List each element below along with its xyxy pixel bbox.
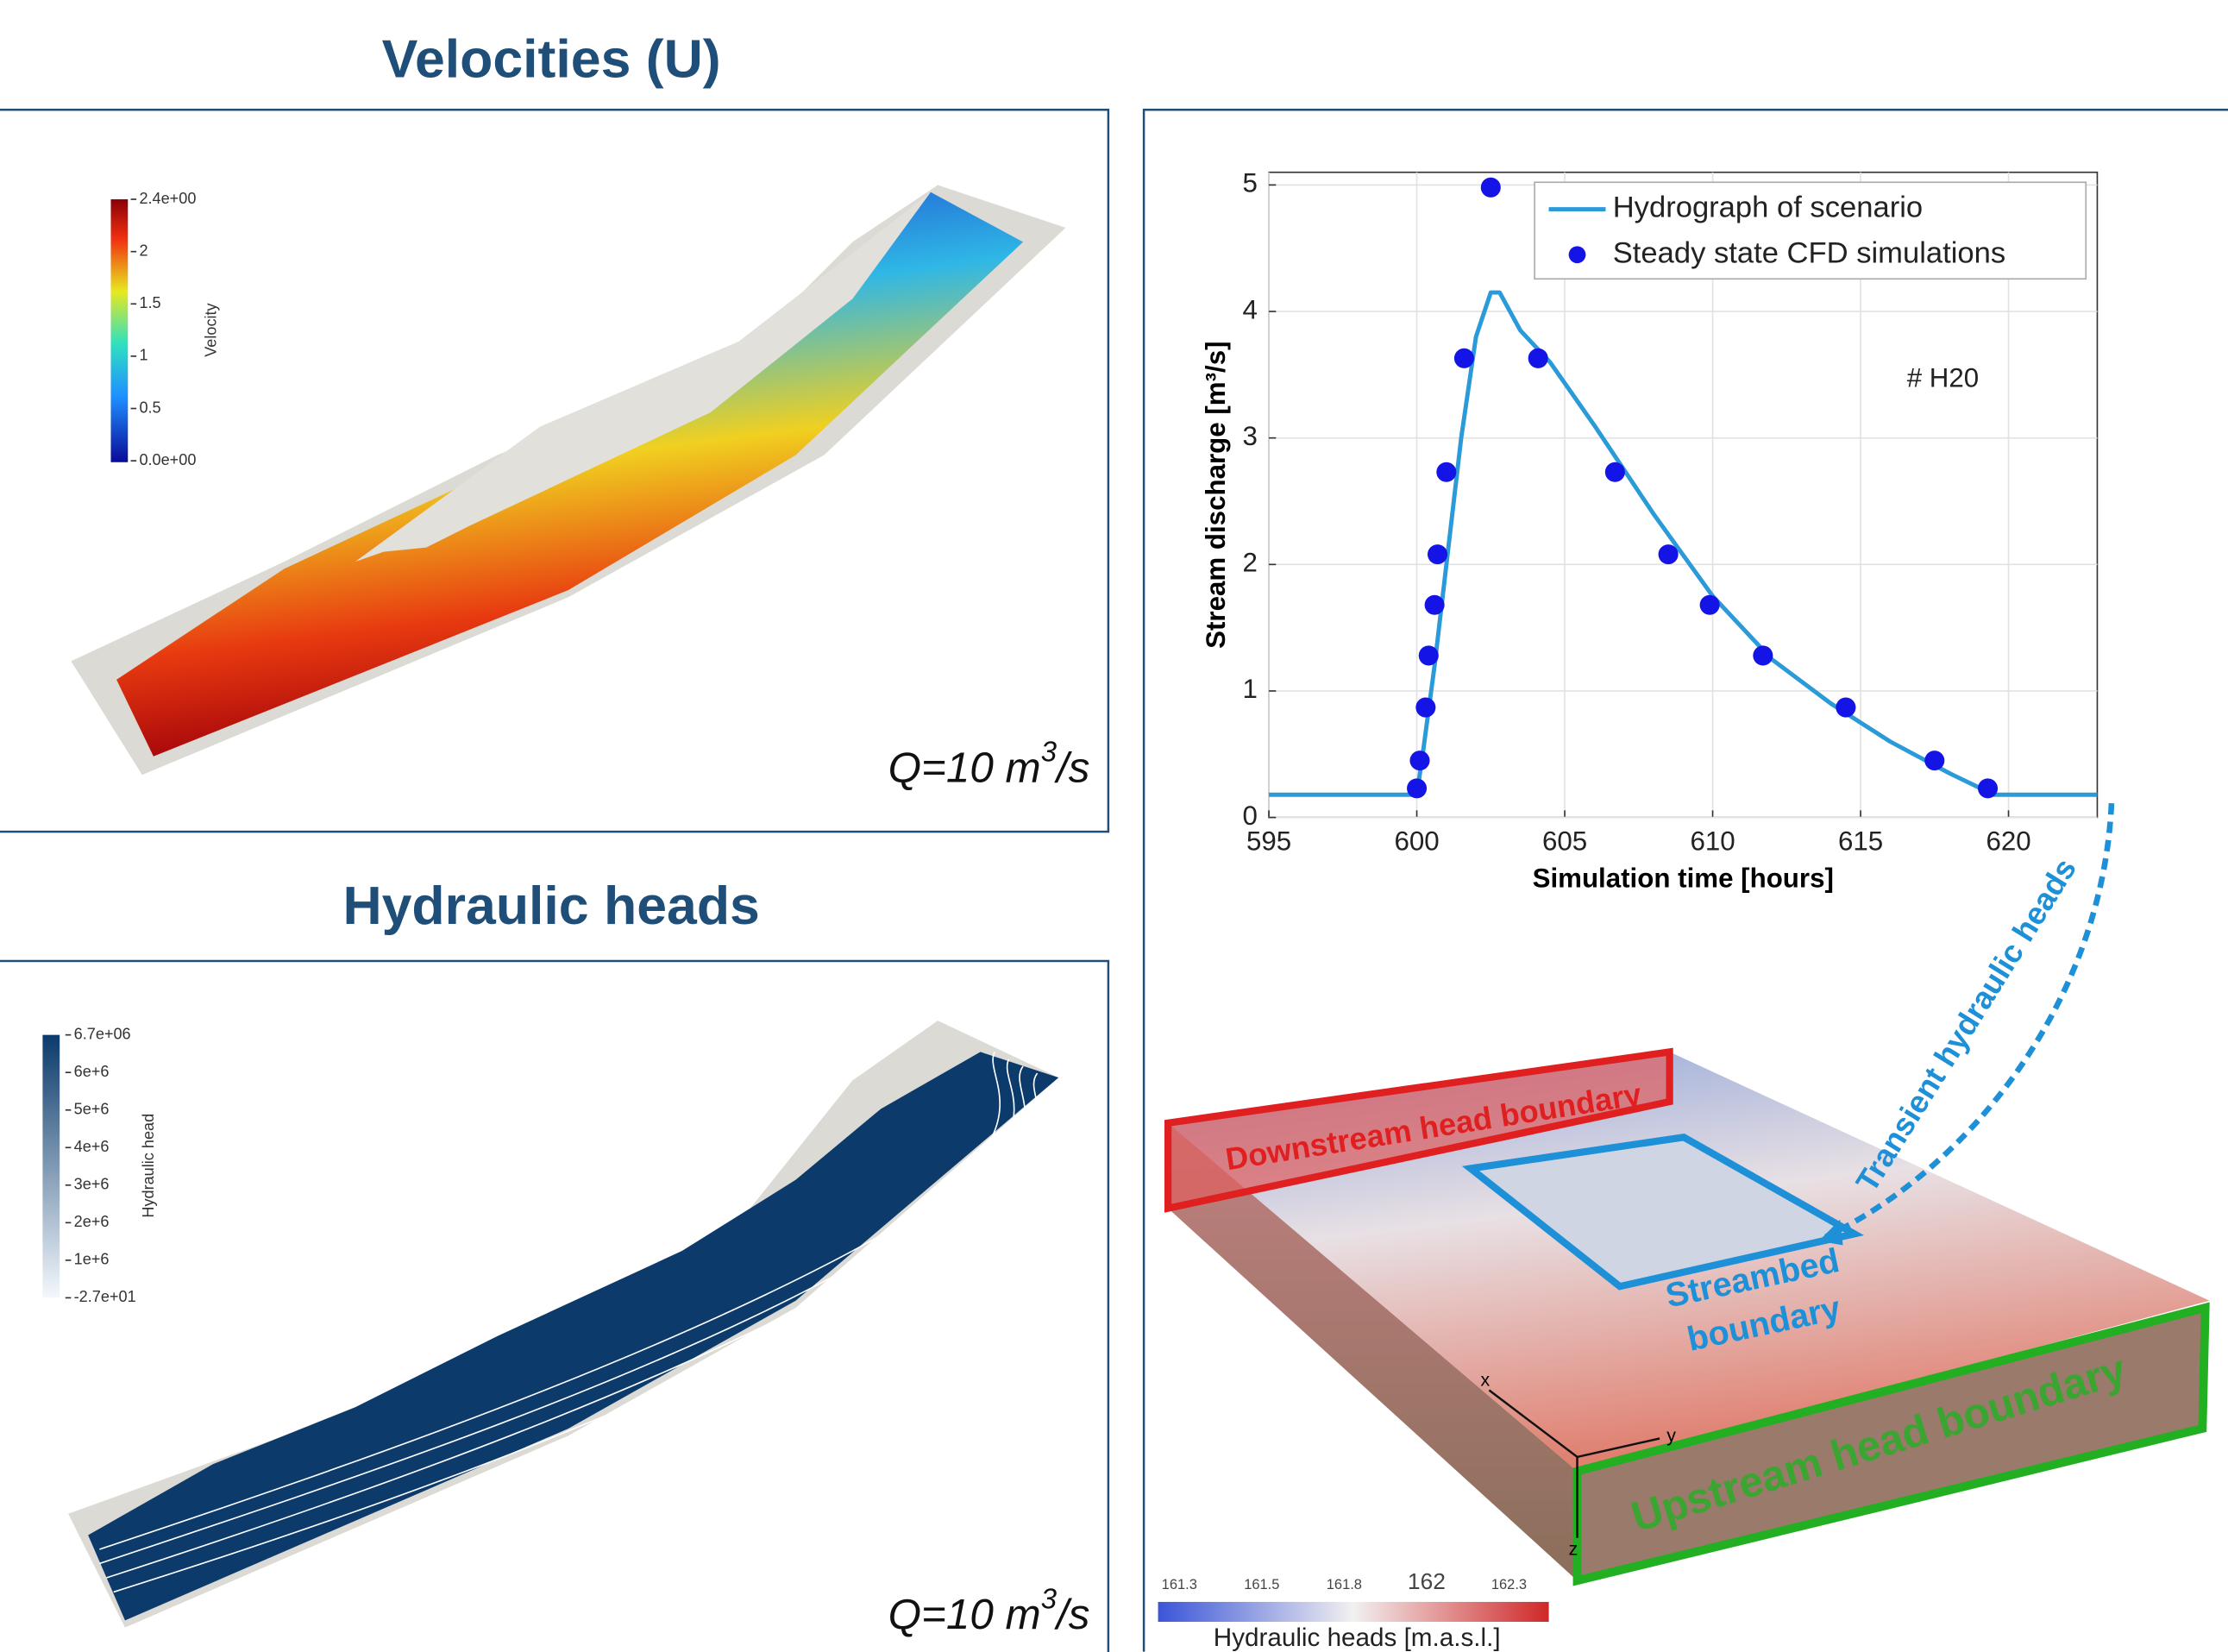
- y-tick-label: 2: [1242, 548, 1257, 578]
- colorbar-label: 2.4e+00: [139, 190, 196, 207]
- legend-label: Hydrograph of scenario: [1613, 192, 1923, 224]
- colorbar-label: 0.0e+00: [139, 451, 196, 468]
- simulation-point: [1978, 778, 1998, 798]
- flow-text: Q=10 m: [888, 744, 1041, 791]
- x-tick-label: 615: [1838, 826, 1883, 857]
- annotation: # H20: [1907, 363, 1979, 393]
- flow-sup: 3: [1041, 1582, 1058, 1614]
- colorbar-label: 5e+6: [74, 1101, 110, 1118]
- simulation-point: [1924, 751, 1944, 770]
- simulation-point: [1425, 595, 1445, 615]
- colorbar-title: Velocity: [202, 302, 219, 356]
- simulation-point: [1436, 462, 1456, 482]
- axis-name: x: [1481, 1370, 1491, 1391]
- colorbar-label: 4e+6: [74, 1138, 110, 1155]
- simulation-point: [1836, 698, 1855, 718]
- simulation-point: [1753, 645, 1773, 665]
- colorbar: [110, 199, 128, 462]
- flow-label: Q=10 m3/s: [888, 735, 1090, 791]
- y-tick-label: 1: [1242, 674, 1257, 704]
- y-tick-label: 4: [1242, 294, 1257, 324]
- simulation-point: [1605, 462, 1625, 482]
- colorbar-label: 0.5: [139, 399, 160, 416]
- simulation-point: [1481, 178, 1501, 198]
- colorbar-label: 1: [139, 347, 147, 364]
- simulation-point: [1419, 645, 1439, 665]
- x-tick-label: 620: [1986, 826, 2030, 857]
- colorbar-label: 162: [1408, 1568, 1446, 1594]
- colorbar-label: 1.5: [139, 294, 160, 311]
- x-tick-label: 605: [1542, 826, 1587, 857]
- legend-label: Steady state CFD simulations: [1613, 236, 2005, 269]
- colorbar: [42, 1035, 60, 1298]
- legend-swatch: [1569, 246, 1586, 263]
- simulation-point: [1428, 544, 1447, 564]
- simulation-point: [1454, 349, 1474, 368]
- panel-title: Velocities (U): [382, 28, 721, 89]
- flow-sup: 3: [1041, 735, 1058, 767]
- colorbar-label: 161.5: [1244, 1577, 1279, 1592]
- axis-name: z: [1569, 1539, 1578, 1560]
- simulation-point: [1700, 595, 1720, 615]
- y-axis-label: Stream discharge [m³/s]: [1201, 341, 1231, 648]
- simulation-point: [1407, 778, 1427, 798]
- colorbar-title: Hydraulic heads [m.a.s.l.]: [1214, 1624, 1501, 1652]
- colorbar-label: 162.3: [1491, 1577, 1527, 1592]
- y-tick-label: 0: [1242, 801, 1257, 831]
- simulation-point: [1409, 751, 1429, 770]
- colorbar-label: 2: [139, 242, 147, 259]
- flow-text: /s: [1054, 744, 1089, 791]
- y-tick-label: 3: [1242, 421, 1257, 451]
- colorbar-title: Hydraulic head: [140, 1114, 157, 1218]
- colorbar-label: 161.3: [1162, 1577, 1197, 1592]
- simulation-point: [1528, 349, 1548, 368]
- colorbar-label: -2.7e+01: [74, 1288, 136, 1305]
- colorbar-label: 1e+6: [74, 1251, 110, 1268]
- colorbar-label: 161.8: [1327, 1577, 1362, 1592]
- axis-name: y: [1666, 1425, 1676, 1446]
- x-tick-label: 610: [1690, 826, 1735, 857]
- colorbar-label: 6.7e+06: [74, 1025, 131, 1042]
- colorbar-label: 2e+6: [74, 1213, 110, 1230]
- colorbar-label: 3e+6: [74, 1176, 110, 1193]
- flow-text: Q=10 m: [888, 1591, 1041, 1638]
- simulation-point: [1659, 544, 1679, 564]
- y-tick-label: 5: [1242, 168, 1257, 198]
- colorbar-label: 6e+6: [74, 1063, 110, 1080]
- simulation-point: [1415, 698, 1435, 718]
- x-tick-label: 600: [1394, 826, 1439, 857]
- panel-title: Hydraulic heads: [342, 876, 759, 936]
- flow-text: /s: [1054, 1591, 1089, 1638]
- x-axis-label: Simulation time [hours]: [1533, 863, 1834, 893]
- figure: Velocities (U) 2.4e+00 2 1.5 1 0.5 0.0e+00 Ve…: [0, 0, 2228, 1652]
- flow-label: Q=10 m3/s: [888, 1582, 1090, 1638]
- colorbar: [1158, 1602, 1549, 1622]
